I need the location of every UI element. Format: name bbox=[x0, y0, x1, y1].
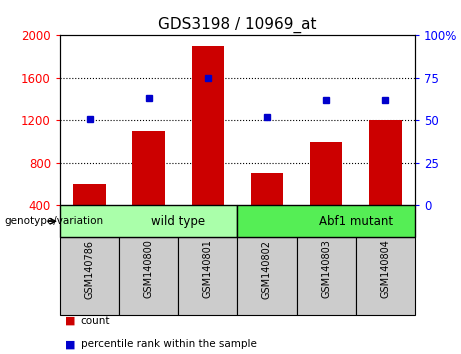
Bar bbox=[310, 142, 343, 205]
Text: ■: ■ bbox=[65, 339, 75, 349]
Text: GSM140801: GSM140801 bbox=[203, 240, 213, 298]
Text: GSM140803: GSM140803 bbox=[321, 240, 331, 298]
Bar bbox=[296, 237, 356, 315]
Bar bbox=[356, 237, 415, 315]
Text: GSM140786: GSM140786 bbox=[84, 240, 95, 298]
Text: wild type: wild type bbox=[151, 215, 205, 228]
Bar bbox=[60, 205, 237, 237]
Bar bbox=[73, 184, 106, 205]
Bar bbox=[237, 237, 296, 315]
Text: Abf1 mutant: Abf1 mutant bbox=[319, 215, 393, 228]
Text: percentile rank within the sample: percentile rank within the sample bbox=[81, 339, 257, 349]
Bar bbox=[132, 131, 165, 205]
Text: count: count bbox=[81, 316, 110, 326]
Text: GSM140804: GSM140804 bbox=[380, 240, 390, 298]
Text: ■: ■ bbox=[65, 316, 75, 326]
Bar bbox=[178, 237, 237, 315]
Text: GSM140802: GSM140802 bbox=[262, 240, 272, 298]
Bar bbox=[237, 205, 415, 237]
Text: genotype/variation: genotype/variation bbox=[5, 216, 104, 226]
Bar bbox=[60, 237, 119, 315]
Bar bbox=[369, 120, 402, 205]
Text: GSM140800: GSM140800 bbox=[144, 240, 154, 298]
Title: GDS3198 / 10969_at: GDS3198 / 10969_at bbox=[158, 16, 317, 33]
Bar bbox=[119, 237, 178, 315]
Bar bbox=[251, 173, 283, 205]
Bar bbox=[192, 46, 224, 205]
